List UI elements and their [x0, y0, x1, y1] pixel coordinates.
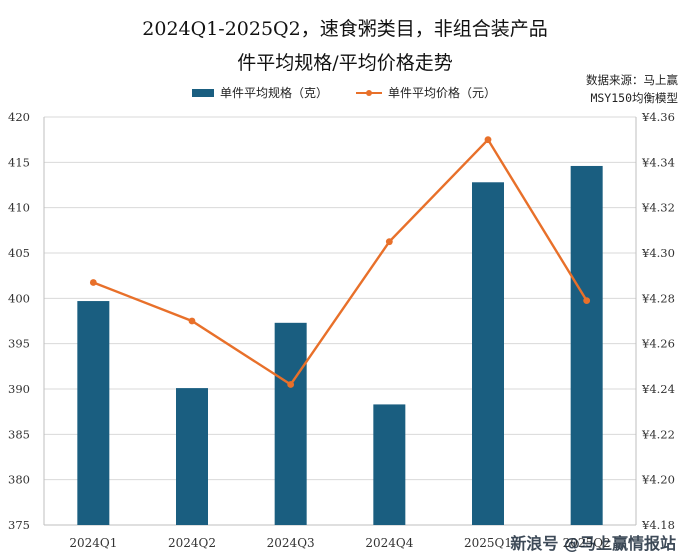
price-point: [583, 297, 591, 304]
chart-title-line1: 2024Q1-2025Q2，速食粥类目，非组合装产品: [142, 18, 548, 40]
y-left-tick-label: 385: [8, 427, 30, 441]
y-right-tick-label: ¥4.22: [641, 427, 675, 441]
x-tick-label: 2024Q1: [69, 536, 117, 550]
legend-bar-swatch: [192, 88, 214, 97]
bar: [176, 388, 208, 525]
legend-line-label: 单件平均价格（元）: [388, 86, 497, 100]
legend-line-swatch: [356, 88, 382, 98]
y-left-tick-label: 415: [8, 155, 30, 169]
x-tick-label: 2024Q2: [168, 536, 216, 550]
price-point: [188, 317, 196, 325]
y-right-tick-label: ¥4.26: [641, 337, 675, 351]
legend-item-bar: 单件平均规格（克）: [192, 84, 328, 101]
y-left-tick-label: 375: [8, 518, 30, 532]
y-right-tick-label: ¥4.34: [641, 155, 675, 169]
y-right-tick-label: ¥4.30: [641, 246, 675, 260]
y-right-tick-label: ¥4.36: [641, 110, 675, 124]
y-right-tick-label: ¥4.32: [641, 201, 675, 215]
legend-bar-label: 单件平均规格（克）: [220, 86, 329, 100]
x-tick-label: 2024Q3: [267, 536, 315, 550]
bar: [274, 322, 307, 525]
chart-title-line2: 件平均规格/平均价格走势: [237, 52, 453, 74]
source-note: 数据来源：马上赢: [586, 73, 678, 87]
y-left-tick-label: 410: [8, 201, 30, 215]
bar: [77, 301, 110, 525]
price-point: [385, 238, 393, 246]
bar: [472, 182, 504, 525]
price-point: [89, 279, 97, 286]
price-point: [484, 136, 492, 144]
bar: [570, 165, 603, 525]
y-left-tick-label: 420: [8, 110, 30, 124]
legend-item-line: 单件平均价格（元）: [356, 84, 496, 101]
bar: [373, 404, 406, 525]
price-line: [92, 137, 588, 387]
x-tick-label: 2025Q1: [464, 536, 512, 550]
y-right-tick-label: ¥4.20: [641, 473, 675, 487]
y-right-tick-label: ¥4.28: [641, 291, 675, 305]
x-tick-label: 2024Q4: [365, 536, 413, 550]
price-point: [287, 381, 295, 388]
model-note: MSY150均衡模型: [590, 91, 678, 105]
y-left-tick-label: 395: [8, 337, 30, 351]
y-right-tick-label: ¥4.18: [641, 518, 675, 532]
y-left-tick-label: 380: [8, 473, 30, 487]
y-left-tick-label: 405: [8, 246, 30, 260]
x-tick-label: 2025Q2: [563, 536, 611, 550]
y-left-tick-label: 400: [8, 291, 30, 305]
y-left-tick-label: 390: [8, 382, 30, 396]
watermark: 新浪号 @马上赢情报站: [510, 534, 676, 553]
y-right-tick-label: ¥4.24: [641, 382, 675, 396]
